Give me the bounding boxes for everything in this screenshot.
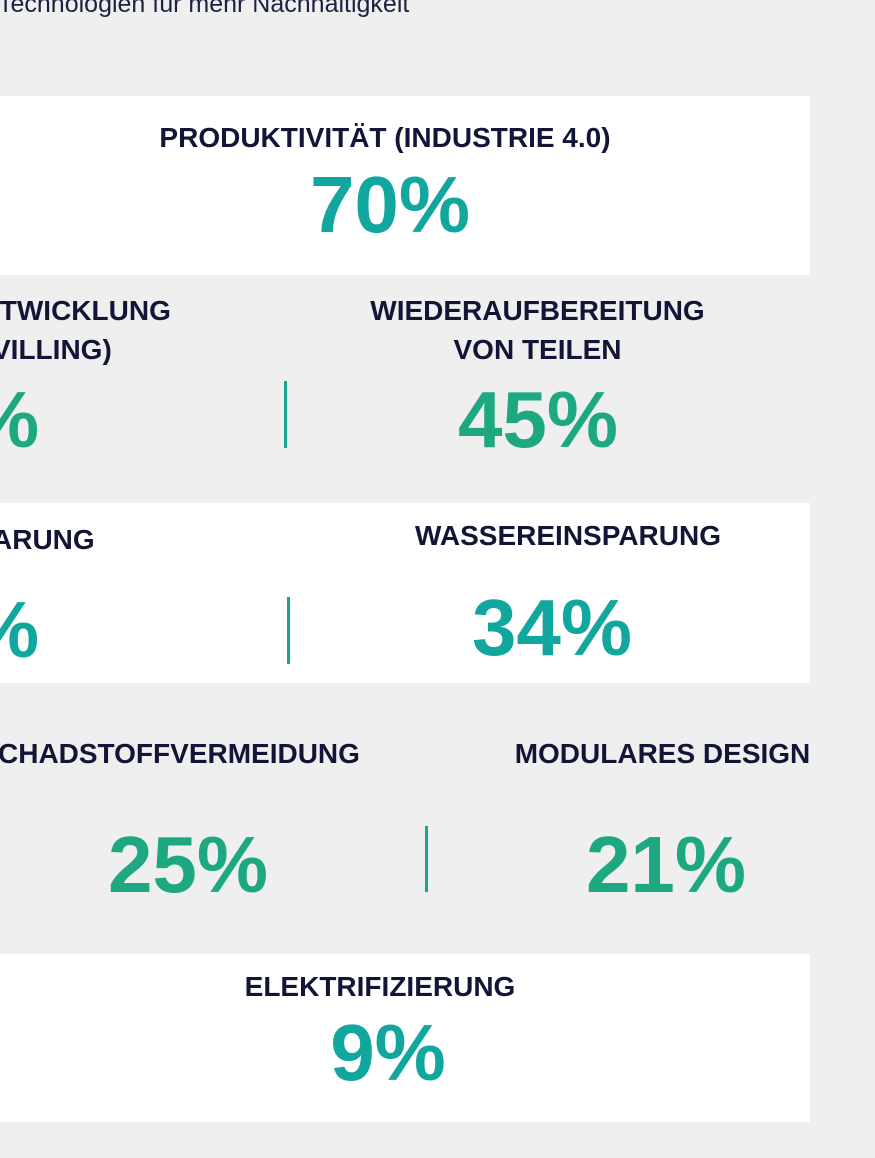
value-schadstoffvermeidung: 25% [107,820,269,909]
subtitle: Technologien für mehr Nachhaltigkeit [0,0,410,18]
value-elektrifizierung: 9% [330,1008,446,1097]
value-einsparung: % [0,590,39,670]
label-wiederaufbereitung-line2: VON TEILEN [453,334,622,365]
label-wassereinsparung: WASSEREINSPARUNG [415,520,721,551]
value-wassereinsparung: 34% [471,583,633,672]
divider-row4 [425,826,428,892]
divider-row3 [287,597,290,664]
panel-productivity [0,96,810,275]
value-wiederaufbereitung: 45% [457,375,619,464]
label-schadstoffvermeidung: CHADSTOFFVERMEIDUNG [0,738,360,769]
label-elektrifizierung: ELEKTRIFIZIERUNG [244,971,516,1002]
label-einsparung: ARUNG [0,524,95,555]
divider-row2 [284,381,287,448]
value-productivity: 70% [309,160,471,249]
panel-electrification [0,954,810,1122]
label-productivity: PRODUKTIVITÄT (INDUSTRIE 4.0) [159,122,611,153]
label-wiederaufbereitung-line1: WIEDERAUFBEREITUNG [370,295,705,326]
value-entwicklung: % [0,380,39,460]
label-entwicklung-line2: VILLING) [0,334,112,365]
label-entwicklung-line1: ITWICKLUNG [0,295,171,326]
label-modulares-design: MODULARES DESIGN [514,738,811,769]
value-modulares-design: 21% [585,820,747,909]
panel-savings [0,503,810,683]
